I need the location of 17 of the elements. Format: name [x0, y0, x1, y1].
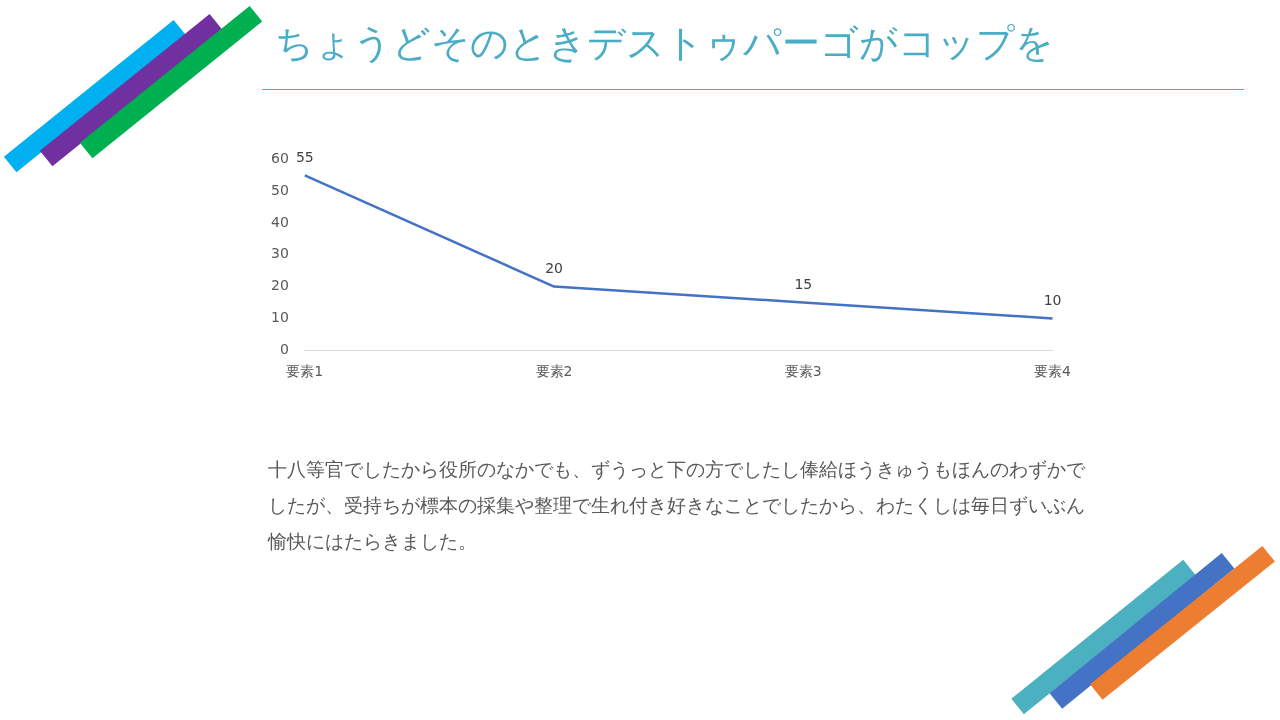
y-tick-label: 20 — [270, 277, 289, 294]
x-tick-label: 要素2 — [535, 363, 573, 380]
data-label: 10 — [1043, 292, 1062, 309]
x-tick-label: 要素4 — [1034, 363, 1072, 380]
chart-title: ちょうどそのときデストゥパーゴがコップを — [275, 20, 1054, 67]
text: 十八等官でしたから役所のなかでも、ずうっと下の方でしたし俸給ほうきゅうもほんのわずかでしたが、受持ちが標本の採集や整理で生れ付き好きなことでしたから、わたくしは毎日ずいぶん愉快にはたらきました。 — [268, 458, 1086, 554]
y-tick-label: 50 — [270, 181, 289, 198]
data-label: 20 — [545, 260, 563, 277]
data-label: 15 — [794, 276, 813, 293]
x-tick-label: 要素3 — [784, 363, 822, 380]
y-tick-label: 60 — [270, 150, 289, 167]
x-tick-label: 要素1 — [286, 363, 324, 380]
y-tick-label: 30 — [270, 245, 289, 262]
y-tick-label: 0 — [279, 340, 289, 357]
data-label: 55 — [295, 148, 314, 165]
y-tick-label: 10 — [270, 309, 289, 326]
y-tick-label: 40 — [270, 213, 289, 230]
